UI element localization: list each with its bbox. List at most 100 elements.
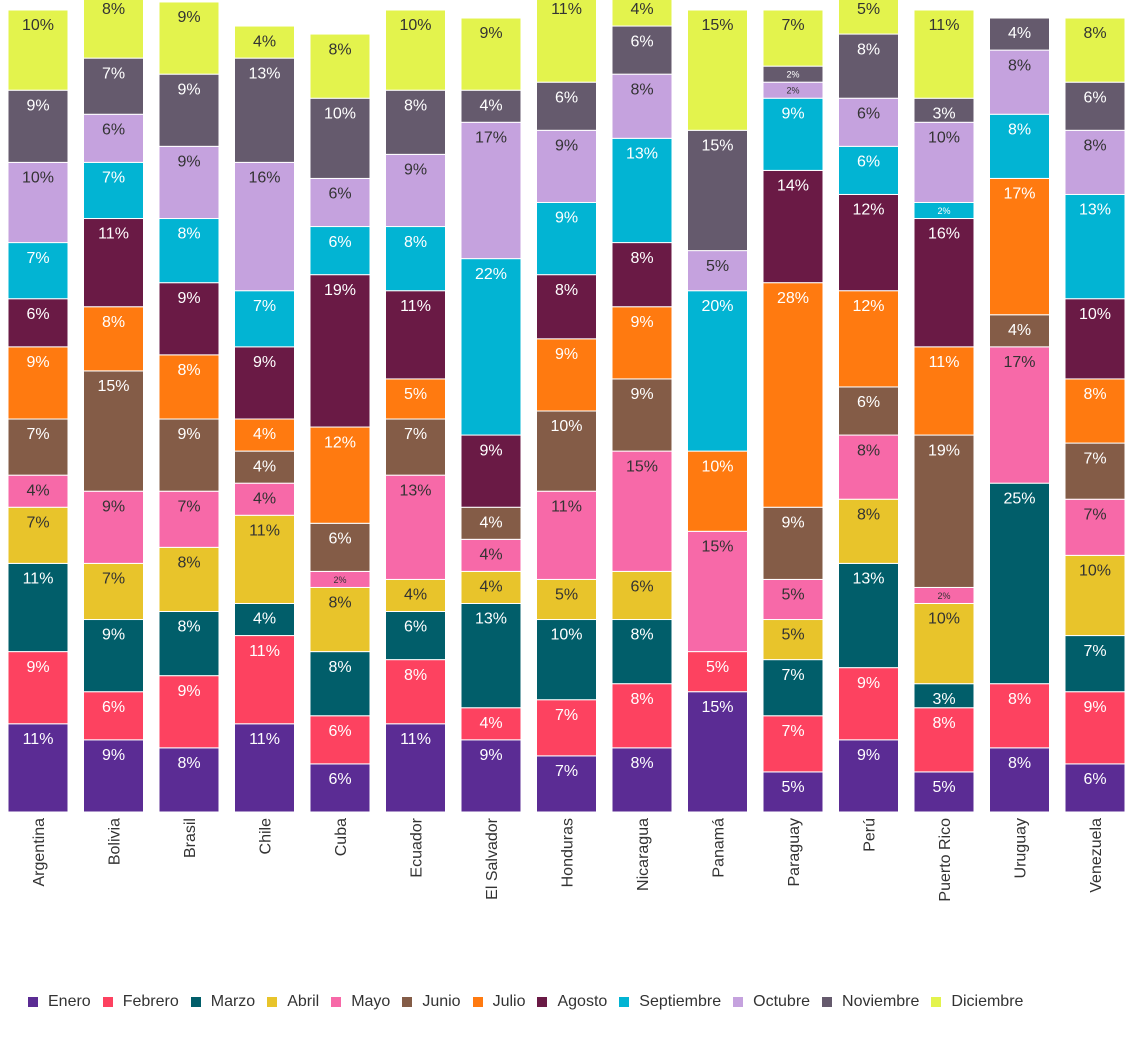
legend-item[interactable]: Septiembre	[619, 988, 721, 1016]
data-label: 8%	[177, 362, 200, 379]
bar-segment	[762, 9, 824, 67]
bar-segment	[1064, 635, 1126, 693]
bar-segment	[385, 659, 446, 725]
legend-item[interactable]: Febrero	[102, 988, 179, 1016]
bar-segment	[913, 9, 975, 99]
bar-segment	[83, 218, 144, 308]
data-label: 11%	[929, 17, 960, 34]
data-label: 7%	[1083, 450, 1106, 467]
bar-segment	[536, 699, 597, 757]
bar-segment	[385, 226, 446, 292]
data-label: 10%	[928, 129, 960, 146]
data-label: 8%	[1083, 25, 1106, 42]
bar-segment	[913, 602, 975, 685]
data-label: 5%	[706, 659, 729, 676]
bar-segment	[1064, 129, 1126, 195]
legend-swatch	[402, 997, 413, 1007]
data-label: 11%	[249, 643, 280, 660]
legend-item[interactable]: Marzo	[190, 988, 255, 1016]
data-label: 8%	[404, 97, 427, 114]
data-label: 17%	[475, 129, 507, 146]
legend-label: Febrero	[122, 993, 179, 1010]
data-label: 4%	[253, 426, 276, 443]
data-label: 8%	[177, 619, 200, 636]
legend-swatch	[931, 997, 942, 1007]
bar-segment	[1064, 298, 1126, 380]
bar-segment	[385, 578, 446, 612]
bar-segment	[536, 410, 597, 492]
bar-segment	[838, 0, 899, 35]
bar-segment	[611, 0, 673, 27]
data-label: 10%	[22, 17, 54, 34]
bar-segment	[234, 418, 295, 452]
legend-item[interactable]: Junio	[402, 988, 461, 1016]
bar-segment	[536, 274, 597, 340]
data-label: 7%	[177, 498, 200, 515]
data-label: 6%	[328, 530, 351, 547]
data-label: 4%	[253, 611, 276, 628]
data-label: 8%	[102, 314, 125, 331]
bar-segment	[158, 73, 220, 147]
data-label: 8%	[555, 282, 578, 299]
data-label: 7%	[26, 250, 49, 267]
bar-segment	[838, 193, 899, 292]
chart: 11% 9% 11% 7% 4% 7% 9% 6% 7% 10% 9% 10% Argentina 9% 6…	[7, 0, 1126, 902]
legend-item[interactable]: Mayo	[331, 988, 390, 1016]
legend-item[interactable]: Agosto	[537, 988, 607, 1016]
bar-segment	[536, 755, 597, 813]
data-label: 9%	[102, 627, 125, 644]
data-label: 16%	[928, 226, 960, 243]
bar-segment	[158, 546, 220, 613]
bar-segment	[989, 747, 1050, 813]
bar-segment	[611, 25, 673, 75]
data-label: 9%	[404, 162, 427, 179]
data-label: 6%	[857, 154, 880, 171]
legend-item[interactable]: Abril	[267, 988, 319, 1016]
data-label: 11%	[929, 354, 960, 371]
data-label: 7%	[253, 298, 276, 315]
bar-segment	[838, 498, 899, 564]
data-label: 8%	[630, 755, 653, 772]
bar-segment	[611, 73, 673, 139]
legend-item[interactable]: Enero	[28, 988, 91, 1016]
bar-segment	[838, 667, 899, 741]
x-tick-label: Puerto Rico	[937, 818, 954, 902]
data-label: 17%	[1003, 186, 1035, 203]
bar-segment	[687, 651, 748, 693]
data-label: 12%	[324, 434, 356, 451]
bar-segment	[1064, 378, 1126, 444]
data-label: 17%	[1003, 354, 1035, 371]
legend-label: Diciembre	[951, 993, 1024, 1010]
data-label: 9%	[781, 514, 804, 531]
legend-label: Enero	[48, 993, 91, 1010]
data-label: 9%	[177, 683, 200, 700]
bar-segment	[536, 129, 597, 203]
data-label: 4%	[404, 587, 427, 604]
bar-segment	[234, 450, 295, 484]
bar-segment	[158, 1, 220, 75]
legend-item[interactable]: Diciembre	[931, 988, 1023, 1016]
data-label: 8%	[328, 595, 351, 612]
bar-segment	[309, 426, 371, 524]
bar-segment	[385, 418, 446, 476]
legend-item[interactable]: Octubre	[733, 988, 810, 1016]
data-label: 12%	[852, 298, 884, 315]
data-label: 8%	[328, 659, 351, 676]
data-label: 5%	[781, 587, 804, 604]
data-label: 6%	[102, 121, 125, 138]
data-label: 9%	[555, 138, 578, 155]
legend-swatch	[102, 997, 113, 1007]
bar-segment	[158, 675, 220, 749]
bar-segment	[83, 161, 144, 220]
legend-item[interactable]: Noviembre	[822, 988, 919, 1016]
bar-segment	[838, 33, 899, 99]
bar-segment	[611, 747, 673, 813]
legend-item[interactable]: Julio	[472, 988, 525, 1016]
data-label: 2%	[937, 206, 950, 216]
bar-segment	[838, 290, 899, 388]
data-label: 7%	[781, 723, 804, 740]
data-label: 2%	[937, 591, 950, 601]
bar-segment	[536, 81, 597, 131]
bar-segment	[83, 739, 144, 813]
legend-label: Abril	[287, 993, 320, 1010]
